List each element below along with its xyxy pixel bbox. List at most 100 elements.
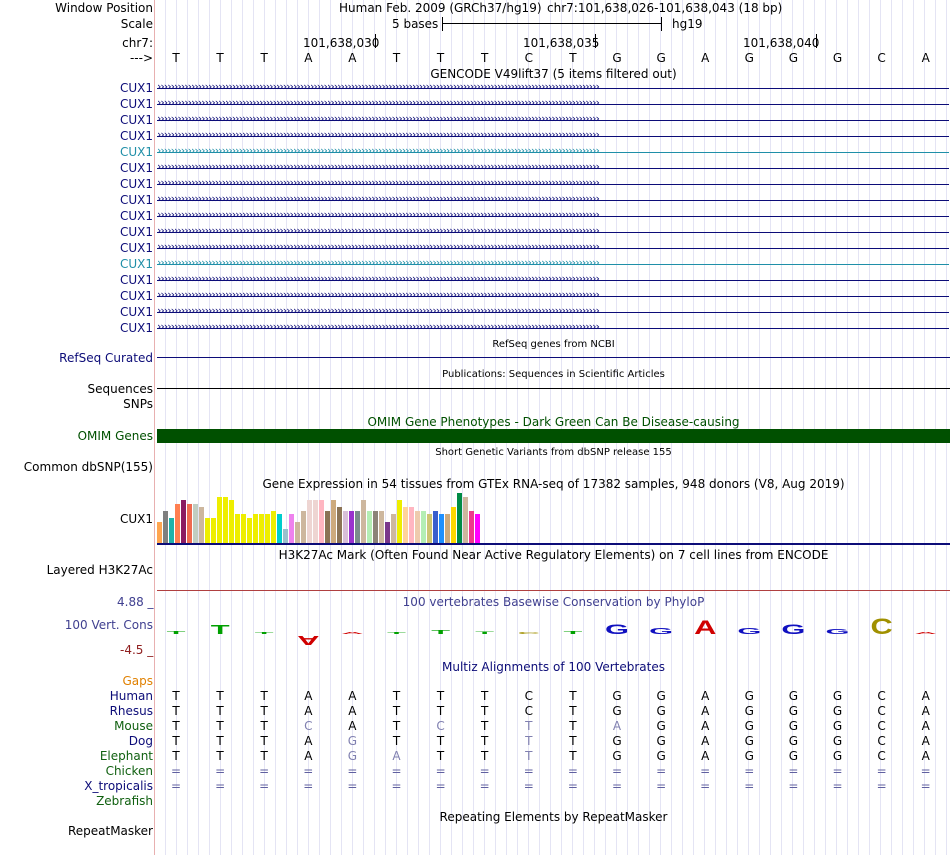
dbsnp-label[interactable]: Common dbSNP(155) — [23, 460, 153, 474]
gtex-tissue-bar[interactable] — [229, 500, 234, 543]
gtex-tissue-bar[interactable] — [433, 511, 438, 543]
multiz-species-label[interactable]: Mouse — [114, 719, 153, 733]
gencode-transcript[interactable]: ››››››››››››››››››››››››››››››››››››››››… — [157, 146, 949, 158]
phylop-label[interactable]: 100 Vert. Cons — [64, 618, 153, 632]
gtex-tissue-bar[interactable] — [277, 514, 282, 543]
gtex-tissue-bar[interactable] — [217, 497, 222, 543]
gtex-tissue-bar[interactable] — [163, 511, 168, 543]
gtex-tissue-bar[interactable] — [295, 522, 300, 543]
gencode-transcript[interactable]: ››››››››››››››››››››››››››››››››››››››››… — [157, 178, 949, 190]
multiz-species-label[interactable]: Rhesus — [109, 704, 153, 718]
gencode-transcript[interactable]: ››››››››››››››››››››››››››››››››››››››››… — [157, 322, 949, 334]
refseq-title[interactable]: RefSeq genes from NCBI — [492, 339, 615, 350]
gencode-transcript[interactable]: ››››››››››››››››››››››››››››››››››››››››… — [157, 194, 949, 206]
gtex-tissue-bar[interactable] — [205, 518, 210, 543]
gencode-item-label[interactable]: CUX1 — [119, 161, 153, 175]
gencode-item-label[interactable]: CUX1 — [119, 321, 153, 335]
gtex-tissue-bar[interactable] — [193, 504, 198, 543]
gtex-tissue-bar[interactable] — [289, 514, 294, 543]
gencode-transcript[interactable]: ››››››››››››››››››››››››››››››››››››››››… — [157, 114, 949, 126]
phylop-title[interactable]: 100 vertebrates Basewise Conservation by… — [402, 595, 705, 609]
gtex-tissue-bar[interactable] — [223, 497, 228, 543]
gtex-tissue-bar[interactable] — [379, 511, 384, 543]
gencode-item-label[interactable]: CUX1 — [119, 113, 153, 127]
multiz-species-label[interactable]: Elephant — [99, 749, 153, 763]
gtex-tissue-bar[interactable] — [457, 493, 462, 543]
gtex-tissue-bar[interactable] — [421, 511, 426, 543]
gtex-tissue-bar[interactable] — [283, 529, 288, 543]
pubs-label[interactable]: Sequences — [87, 382, 153, 396]
omim-label[interactable]: OMIM Genes — [77, 429, 153, 443]
gtex-tissue-bar[interactable] — [331, 500, 336, 543]
gtex-tissue-bar[interactable] — [313, 500, 318, 543]
gtex-tissue-bar[interactable] — [427, 514, 432, 543]
gtex-tissue-bar[interactable] — [391, 514, 396, 543]
gtex-tissue-bar[interactable] — [211, 518, 216, 543]
gtex-tissue-bar[interactable] — [349, 511, 354, 543]
multiz-species-label[interactable]: X_tropicalis — [84, 779, 153, 793]
omim-title[interactable]: OMIM Gene Phenotypes - Dark Green Can Be… — [367, 415, 740, 429]
gtex-tissue-bar[interactable] — [475, 514, 480, 543]
gencode-item-label[interactable]: CUX1 — [119, 241, 153, 255]
gencode-item-label[interactable]: CUX1 — [119, 257, 153, 271]
pubs-title[interactable]: Publications: Sequences in Scientific Ar… — [442, 369, 665, 380]
snps-label[interactable]: SNPs — [123, 397, 153, 411]
refseq-label[interactable]: RefSeq Curated — [59, 351, 153, 365]
gtex-tissue-bar[interactable] — [373, 511, 378, 543]
gencode-item-label[interactable]: CUX1 — [119, 145, 153, 159]
gencode-transcript[interactable]: ››››››››››››››››››››››››››››››››››››››››… — [157, 98, 949, 110]
gtex-tissue-bar[interactable] — [301, 511, 306, 543]
gtex-tissue-bar[interactable] — [409, 507, 414, 543]
gtex-tissue-bar[interactable] — [439, 514, 444, 543]
gtex-label[interactable]: CUX1 — [119, 512, 153, 526]
gencode-item-label[interactable]: CUX1 — [119, 129, 153, 143]
gencode-transcript[interactable]: ››››››››››››››››››››››››››››››››››››››››… — [157, 274, 949, 286]
gencode-item-label[interactable]: CUX1 — [119, 225, 153, 239]
gtex-tissue-bar[interactable] — [157, 522, 162, 543]
gtex-tissue-bar[interactable] — [319, 500, 324, 543]
gencode-item-label[interactable]: CUX1 — [119, 273, 153, 287]
gencode-transcript[interactable]: ››››››››››››››››››››››››››››››››››››››››… — [157, 258, 949, 270]
h3k27ac-label[interactable]: Layered H3K27Ac — [46, 563, 153, 577]
multiz-species-label[interactable]: Dog — [128, 734, 153, 748]
gtex-tissue-bar[interactable] — [445, 514, 450, 543]
gtex-tissue-bar[interactable] — [247, 518, 252, 543]
gencode-transcript[interactable]: ››››››››››››››››››››››››››››››››››››››››… — [157, 226, 949, 238]
gencode-transcript[interactable]: ››››››››››››››››››››››››››››››››››››››››… — [157, 210, 949, 222]
gtex-tissue-bar[interactable] — [265, 514, 270, 543]
gtex-tissue-bar[interactable] — [271, 511, 276, 543]
gtex-tissue-bar[interactable] — [367, 511, 372, 543]
phylop-logo[interactable]: T T TAA T T T C T G G A G G G C A — [157, 612, 950, 648]
gtex-tissue-bar[interactable] — [307, 500, 312, 543]
gtex-tissue-bar[interactable] — [175, 504, 180, 543]
gencode-transcript[interactable]: ››››››››››››››››››››››››››››››››››››››››… — [157, 130, 949, 142]
gtex-tissue-bar[interactable] — [181, 500, 186, 543]
gtex-tissue-bar[interactable] — [253, 514, 258, 543]
gtex-tissue-bar[interactable] — [415, 511, 420, 543]
gencode-item-label[interactable]: CUX1 — [119, 97, 153, 111]
gtex-tissue-bar[interactable] — [355, 511, 360, 543]
rmsk-label[interactable]: RepeatMasker — [67, 824, 153, 838]
gencode-item-label[interactable]: CUX1 — [119, 209, 153, 223]
gtex-tissue-bar[interactable] — [241, 514, 246, 543]
gaps-label[interactable]: Gaps — [122, 674, 153, 688]
gtex-tissue-bar[interactable] — [469, 511, 474, 543]
gtex-tissue-bar[interactable] — [199, 507, 204, 543]
gtex-chart[interactable] — [157, 491, 950, 543]
gencode-title[interactable]: GENCODE V49lift37 (5 items filtered out) — [430, 67, 677, 81]
gencode-transcript[interactable]: ››››››››››››››››››››››››››››››››››››››››… — [157, 242, 949, 254]
gtex-tissue-bar[interactable] — [169, 518, 174, 543]
gtex-title[interactable]: Gene Expression in 54 tissues from GTEx … — [262, 477, 845, 491]
multiz-title[interactable]: Multiz Alignments of 100 Vertebrates — [441, 660, 666, 674]
gencode-transcript[interactable]: ››››››››››››››››››››››››››››››››››››››››… — [157, 290, 949, 302]
gtex-tissue-bar[interactable] — [235, 514, 240, 543]
gtex-tissue-bar[interactable] — [325, 511, 330, 543]
gencode-item-label[interactable]: CUX1 — [119, 81, 153, 95]
multiz-species-label[interactable]: Zebrafish — [96, 794, 153, 808]
gencode-item-label[interactable]: CUX1 — [119, 305, 153, 319]
gtex-tissue-bar[interactable] — [403, 507, 408, 543]
gtex-tissue-bar[interactable] — [259, 514, 264, 543]
h3k27ac-title[interactable]: H3K27Ac Mark (Often Found Near Active Re… — [278, 548, 829, 562]
gencode-item-label[interactable]: CUX1 — [119, 289, 153, 303]
gtex-tissue-bar[interactable] — [361, 500, 366, 543]
